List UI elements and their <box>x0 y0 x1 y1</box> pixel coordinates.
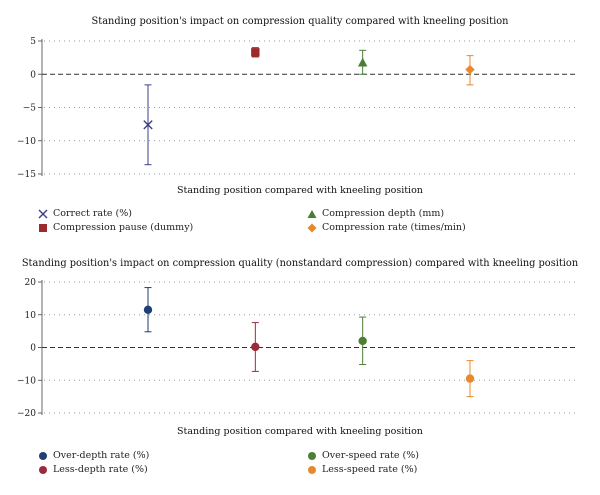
y-tick-label: −10 <box>17 137 36 147</box>
x-axis-label: Standing position compared with kneeling… <box>177 426 423 437</box>
data-point-triangle-marker <box>357 57 368 67</box>
data-point-x-marker <box>143 120 153 130</box>
legend-item: Correct rate (%) <box>38 208 132 219</box>
circle-marker-icon <box>39 465 47 474</box>
legend-label: Compression pause (dummy) <box>53 222 194 233</box>
legend-item: Less-depth rate (%) <box>38 464 148 475</box>
circle-marker-icon <box>39 451 47 460</box>
chart-top-plot: Standing position's impact on compressio… <box>17 16 578 196</box>
x-marker-icon <box>38 209 48 218</box>
data-point-circle-marker <box>465 374 475 383</box>
legend-label: Over-speed rate (%) <box>322 450 419 461</box>
diamond-marker-icon <box>307 223 317 232</box>
legend-item: Compression depth (mm) <box>307 208 444 219</box>
legend-item: Over-depth rate (%) <box>38 450 149 461</box>
data-point-circle-marker <box>251 342 260 352</box>
legend-label: Less-depth rate (%) <box>53 464 148 475</box>
square-marker-icon <box>39 223 47 232</box>
legend-label: Compression depth (mm) <box>322 208 445 219</box>
legend-item: Compression pause (dummy) <box>38 222 193 233</box>
legend-item: Compression rate (times/min) <box>307 222 466 233</box>
y-tick-label: 10 <box>25 311 37 321</box>
legend-label: Compression rate (times/min) <box>322 222 466 233</box>
x-axis-label: Standing position compared with kneeling… <box>177 185 423 196</box>
y-tick-label: −10 <box>17 376 36 386</box>
circle-marker-icon <box>308 465 316 474</box>
y-tick-label: 0 <box>30 344 36 354</box>
y-tick-label: 0 <box>30 70 36 80</box>
chart-title: Standing position's impact on compressio… <box>92 16 510 27</box>
legend-item: Over-speed rate (%) <box>307 450 419 461</box>
y-tick-label: −15 <box>17 170 36 180</box>
y-tick-label: −5 <box>23 104 37 114</box>
data-point-diamond-marker <box>465 64 475 75</box>
data-point-circle-marker <box>143 305 153 315</box>
y-tick-label: 5 <box>30 37 36 47</box>
data-point-circle-marker <box>358 336 367 346</box>
legend-label: Less-speed rate (%) <box>322 464 418 475</box>
circle-marker-icon <box>308 451 316 460</box>
chart-title: Standing position's impact on compressio… <box>22 258 579 269</box>
marker-stroke <box>143 120 153 130</box>
chart-panel-top: Standing position's impact on compressio… <box>0 0 600 245</box>
legend-label: Over-depth rate (%) <box>53 450 150 461</box>
y-tick-label: 20 <box>25 278 37 288</box>
legend-label: Correct rate (%) <box>53 208 132 219</box>
y-tick-label: −20 <box>17 409 36 419</box>
chart-panel-bottom: Standing position's impact on compressio… <box>0 252 600 495</box>
triangle-marker-icon <box>307 209 317 218</box>
legend-item: Less-speed rate (%) <box>307 464 417 475</box>
chart-bottom-plot: Standing position's impact on compressio… <box>17 258 579 437</box>
data-point-square-marker <box>251 48 260 57</box>
